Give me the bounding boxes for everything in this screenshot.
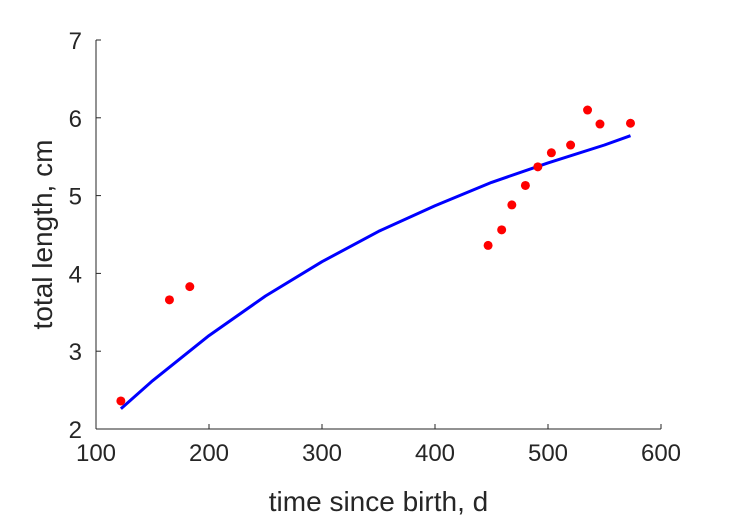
x-tick-label: 500: [528, 440, 568, 467]
y-tick-label: 7: [69, 28, 82, 55]
data-point: [497, 225, 507, 235]
data-point: [583, 105, 593, 115]
x-tick-label: 600: [641, 440, 681, 467]
data-point: [185, 282, 195, 292]
x-tick-label: 200: [189, 440, 229, 467]
data-points-layer: [116, 105, 635, 406]
y-tick-label: 5: [69, 184, 82, 211]
data-point: [566, 140, 576, 150]
data-point: [164, 295, 174, 305]
data-point: [483, 240, 493, 250]
y-tick-label: 6: [69, 106, 82, 133]
data-point: [625, 118, 635, 128]
x-tick-label: 400: [415, 440, 455, 467]
y-tick-label: 2: [69, 417, 82, 444]
data-point: [507, 200, 517, 210]
y-tick-label: 4: [69, 261, 82, 288]
data-point: [520, 180, 530, 190]
x-axis-label: time since birth, d: [269, 486, 488, 517]
fit-curve: [119, 134, 632, 410]
data-point: [546, 148, 556, 158]
fit-curve-layer: [119, 134, 632, 410]
x-tick-label: 100: [76, 440, 116, 467]
y-tick-label: 3: [69, 339, 82, 366]
data-point: [116, 396, 126, 406]
axes: 100 200 300 400 500 600 2 3 4 5 6 7: [69, 28, 681, 467]
x-tick-label: 300: [302, 440, 342, 467]
data-point: [595, 119, 605, 129]
data-point: [533, 162, 543, 172]
y-axis-label: total length, cm: [27, 140, 58, 330]
